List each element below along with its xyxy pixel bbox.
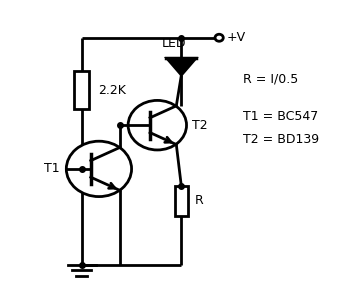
Text: R: R <box>195 195 204 208</box>
Polygon shape <box>167 59 196 75</box>
Circle shape <box>128 100 186 150</box>
Text: T2 = BD139: T2 = BD139 <box>243 133 319 146</box>
Circle shape <box>215 34 223 41</box>
Bar <box>74 71 89 109</box>
Text: LED: LED <box>162 37 186 50</box>
Text: 2.2K: 2.2K <box>98 84 126 97</box>
Text: R = I/0.5: R = I/0.5 <box>243 72 298 85</box>
Circle shape <box>66 141 132 197</box>
Text: T2: T2 <box>192 119 207 132</box>
Text: T1 = BC547: T1 = BC547 <box>243 110 318 123</box>
Text: T1: T1 <box>44 162 60 176</box>
Text: +V: +V <box>227 31 246 44</box>
Bar <box>174 187 188 216</box>
